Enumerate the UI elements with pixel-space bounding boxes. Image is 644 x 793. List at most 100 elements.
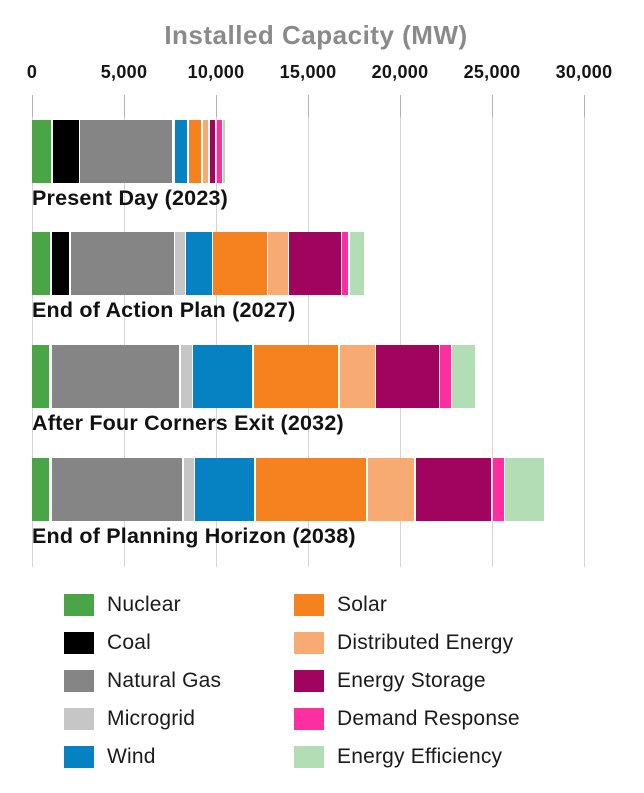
bar-segment-natural-gas [80, 120, 173, 183]
bar-segment-natural-gas [70, 232, 174, 295]
axis-tick [124, 95, 125, 117]
axis-tick [400, 95, 401, 117]
bar-label: Present Day (2023) [32, 186, 229, 210]
legend-label: Energy Efficiency [337, 745, 503, 768]
legend-item-nuclear: Nuclear [64, 593, 294, 617]
bar-segment-solar [213, 232, 267, 295]
legend-item-microgrid: Microgrid [64, 707, 294, 731]
axis-tick [308, 95, 309, 117]
bar-row: Present Day (2023) [32, 120, 584, 211]
bar-segment-energy-storage [209, 120, 216, 183]
bar-row: End of Planning Horizon (2038) [32, 458, 584, 549]
stacked-bar-end-of-planning-horizon-2038- [32, 458, 584, 521]
plot-area: Present Day (2023) End of Action Plan (20… [32, 95, 585, 567]
legend-swatch-solar [294, 594, 324, 616]
gridline [400, 95, 401, 567]
gridline [584, 95, 585, 567]
bar-segment-demand-response [440, 345, 451, 408]
bar-row: End of Action Plan (2027) [32, 232, 584, 323]
legend-swatch-coal [64, 632, 94, 654]
legend-item-coal: Coal [64, 631, 294, 655]
bar-row: After Four Corners Exit (2032) [32, 345, 584, 436]
stacked-bar-end-of-action-plan-2027- [32, 232, 584, 295]
legend-swatch-energy-storage [294, 670, 324, 692]
stacked-bar-after-four-corners-exit-2032- [32, 345, 584, 408]
bar-segment-energy-efficiency [223, 120, 225, 183]
legend-label: Natural Gas [107, 669, 222, 692]
legend-swatch-natural-gas [64, 670, 94, 692]
bar-segment-energy-efficiency [505, 458, 545, 521]
bar-segment-demand-response [342, 232, 349, 295]
gridline [32, 95, 33, 567]
legend-label: Demand Response [337, 707, 520, 730]
x-tick-label: 30,000 [555, 62, 613, 82]
legend-label: Nuclear [107, 593, 181, 616]
bar-segment-coal [51, 232, 70, 295]
bar-segment-energy-efficiency [452, 345, 476, 408]
gridline [216, 95, 217, 567]
legend-item-energy-storage: Energy Storage [294, 669, 520, 693]
bar-label: After Four Corners Exit (2032) [32, 411, 344, 435]
legend-label: Distributed Energy [337, 631, 514, 654]
legend-swatch-wind [64, 746, 94, 768]
legend-item-natural-gas: Natural Gas [64, 669, 294, 693]
bar-segment-nuclear [32, 458, 49, 521]
legend-label: Microgrid [107, 707, 196, 730]
bar-label: End of Planning Horizon (2038) [32, 524, 356, 548]
bar-segment-demand-response [216, 120, 222, 183]
legend-swatch-nuclear [64, 594, 94, 616]
legend-label: Energy Storage [337, 669, 486, 692]
bar-segment-wind [175, 120, 188, 183]
axis-tick [584, 95, 585, 117]
legend-item-wind: Wind [64, 745, 294, 769]
legend-item-solar: Solar [294, 593, 520, 617]
x-tick-label: 25,000 [463, 62, 521, 82]
bar-segment-wind [195, 458, 255, 521]
legend-swatch-microgrid [64, 708, 94, 730]
gridline [308, 95, 309, 567]
bar-segment-energy-storage [289, 232, 341, 295]
bar-segment-microgrid [180, 345, 192, 408]
legend-item-demand-response: Demand Response [294, 707, 520, 731]
bar-label: End of Action Plan (2027) [32, 298, 296, 322]
bar-segment-microgrid [183, 458, 194, 521]
legend-item-distributed-energy: Distributed Energy [294, 631, 520, 655]
bar-segment-solar [188, 120, 202, 183]
bar-segment-distributed-energy [339, 345, 375, 408]
legend-swatch-energy-efficiency [294, 746, 324, 768]
bar-segment-nuclear [32, 232, 51, 295]
bar-segment-energy-storage [415, 458, 492, 521]
x-tick-label: 0 [26, 62, 38, 82]
x-tick-label: 20,000 [371, 62, 429, 82]
x-axis: 0 5,000 10,000 15,000 20,000 25,000 30,000 [0, 62, 644, 88]
bar-segment-natural-gas [52, 345, 180, 408]
x-tick-label: 10,000 [187, 62, 245, 82]
chart-title: Installed Capacity (MW) [164, 20, 468, 50]
bar-segment-solar [255, 458, 367, 521]
axis-tick [216, 95, 217, 117]
bar-segment-natural-gas [51, 458, 183, 521]
axis-tick [32, 95, 33, 117]
stacked-bar-present-day-2023- [32, 120, 584, 183]
gridline [124, 95, 125, 567]
legend-item-energy-efficiency: Energy Efficiency [294, 745, 520, 769]
bar-segment-solar [253, 345, 339, 408]
legend-label: Wind [107, 745, 156, 768]
bar-segment-nuclear [32, 345, 50, 408]
x-tick-label: 15,000 [279, 62, 337, 82]
bar-segment-energy-efficiency [349, 232, 364, 295]
bar-segment-distributed-energy [268, 232, 288, 295]
legend: Nuclear Coal Natural Gas Microgrid Wind Solar… [64, 586, 520, 776]
bar-segment-microgrid [175, 232, 185, 295]
legend-label: Solar [337, 593, 388, 616]
legend-swatch-demand-response [294, 708, 324, 730]
bar-segment-coal [52, 120, 79, 183]
x-tick-label: 5,000 [100, 62, 148, 82]
bar-segment-distributed-energy [367, 458, 415, 521]
bar-segment-nuclear [32, 120, 52, 183]
bar-segment-energy-storage [376, 345, 439, 408]
bar-segment-wind [193, 345, 253, 408]
bar-segment-distributed-energy [202, 120, 209, 183]
axis-tick [492, 95, 493, 117]
